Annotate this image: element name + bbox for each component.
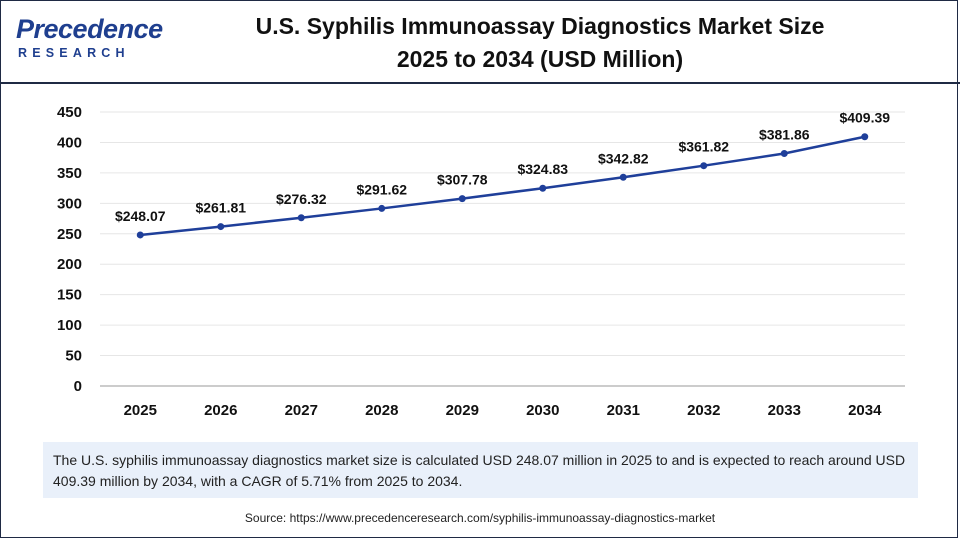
description-text: The U.S. syphilis immunoassay diagnostic… [53,452,906,489]
brand-name: Precedence [16,14,163,44]
line-chart: 0 50 100 150 200 250 300 350 400 450 2025 2026 2027 2… [57,104,905,419]
header: Precedence RESEARCH U.S. Syphilis Immuno… [0,0,960,84]
x-tick-label: 2032 [687,402,720,419]
data-label: $291.62 [356,181,407,197]
x-tick-label: 2026 [204,402,237,419]
data-label: $307.78 [437,172,488,188]
x-tick-label: 2031 [607,402,640,419]
y-tick-label: 100 [57,317,82,334]
data-point [217,223,225,231]
data-point [780,149,788,157]
source-text: Source: https://www.precedenceresearch.c… [244,511,716,525]
y-tick-label: 300 [57,195,82,212]
data-point [619,173,627,181]
y-tick-label: 350 [57,165,82,182]
data-label: $409.39 [839,110,890,126]
data-point [700,162,708,170]
brand-logo: Precedence RESEARCH [16,14,176,64]
data-point [378,204,386,212]
data-label: $261.81 [195,200,246,216]
y-tick-label: 150 [57,287,82,304]
x-tick-label: 2025 [124,402,157,419]
data-point [458,195,466,203]
data-label: $276.32 [276,191,327,207]
x-tick-label: 2027 [285,402,318,419]
y-tick-label: 250 [57,226,82,243]
y-tick-label: 450 [57,104,82,121]
series-line [140,135,866,237]
y-tick-label: 200 [57,256,82,273]
brand-sub: RESEARCH [18,46,130,60]
y-tick-label: 0 [74,378,82,395]
title-line-1: U.S. Syphilis Immunoassay Diagnostics Ma… [255,13,825,39]
chart-title: U.S. Syphilis Immunoassay Diagnostics Ma… [230,10,850,76]
data-point [297,214,305,222]
x-tick-label: 2028 [365,402,398,419]
x-tick-label: 2029 [446,402,479,419]
data-point [861,133,869,141]
data-point [539,184,547,192]
description-box: The U.S. syphilis immunoassay diagnostic… [43,442,918,498]
x-tick-label: 2030 [526,402,559,419]
data-label: $342.82 [598,150,649,166]
data-label: $248.07 [115,208,166,224]
data-label: $324.83 [517,161,568,177]
y-tick-label: 50 [65,348,82,365]
data-label: $381.86 [759,126,810,142]
x-tick-label: 2034 [848,402,882,419]
data-point [136,231,144,239]
x-tick-label: 2033 [768,402,801,419]
data-label: $361.82 [678,139,729,155]
y-tick-label: 400 [57,134,82,151]
title-line-2: 2025 to 2034 (USD Million) [396,46,684,72]
